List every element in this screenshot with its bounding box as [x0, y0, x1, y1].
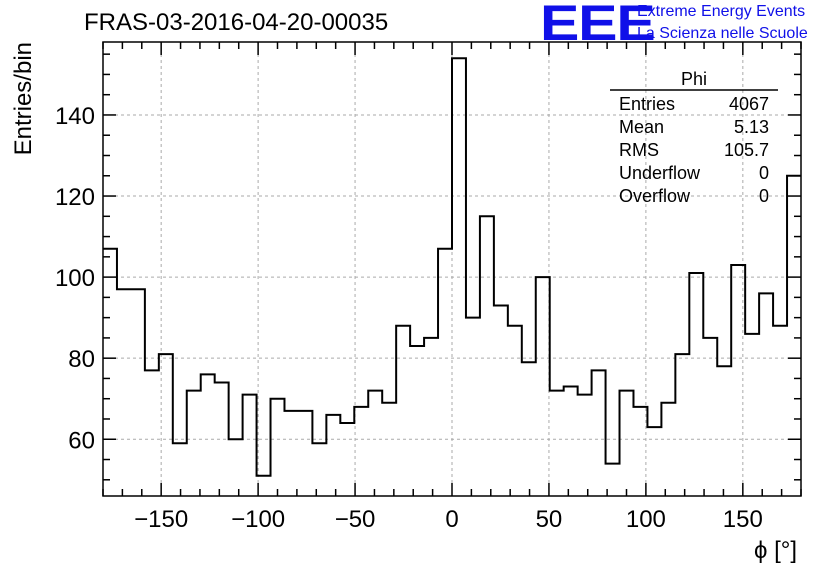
eee-logo: EEE [540, 0, 656, 51]
stats-label-mean: Mean [619, 117, 664, 137]
y-tick-label: 120 [55, 184, 95, 211]
logo-line-1: Extreme Energy Events [637, 3, 806, 20]
y-tick-label: 60 [68, 427, 95, 454]
y-tick-label: 80 [68, 346, 95, 373]
y-axis-label: Entries/bin [10, 42, 37, 155]
stats-label-rms: RMS [619, 140, 659, 160]
x-axis-label: ϕ [°] [754, 537, 797, 564]
stats-value-entries: 4067 [729, 94, 769, 114]
y-tick-labels: 60 80 100 120 140 [55, 103, 95, 454]
x-tick-label: 0 [445, 506, 458, 533]
x-tick-label: −150 [134, 506, 188, 533]
x-tick-label: 150 [723, 506, 763, 533]
y-tick-label: 140 [55, 103, 95, 130]
x-tick-label: 100 [626, 506, 666, 533]
stats-label-overflow: Overflow [619, 186, 691, 206]
x-tick-label: −50 [335, 506, 376, 533]
stats-value-rms: 105.7 [724, 140, 769, 160]
stats-value-overflow: 0 [759, 186, 769, 206]
run-title: FRAS-03-2016-04-20-00035 [84, 9, 389, 36]
axis-ticks [102, 42, 802, 496]
x-tick-labels: −150 −100 −50 0 50 100 150 [134, 506, 763, 533]
x-tick-label: −100 [231, 506, 285, 533]
stats-label-entries: Entries [619, 94, 675, 114]
y-tick-label: 100 [55, 265, 95, 292]
stats-title: Phi [681, 69, 707, 89]
stats-value-underflow: 0 [759, 163, 769, 183]
stats-value-mean: 5.13 [734, 117, 769, 137]
x-tick-label: 50 [536, 506, 563, 533]
histogram-series [103, 57, 801, 477]
logo-line-2: La Scienza nelle Scuole [637, 25, 808, 42]
stats-box: Phi Entries 4067 Mean 5.13 RMS 105.7 Und… [610, 69, 778, 206]
stats-label-underflow: Underflow [619, 163, 701, 183]
